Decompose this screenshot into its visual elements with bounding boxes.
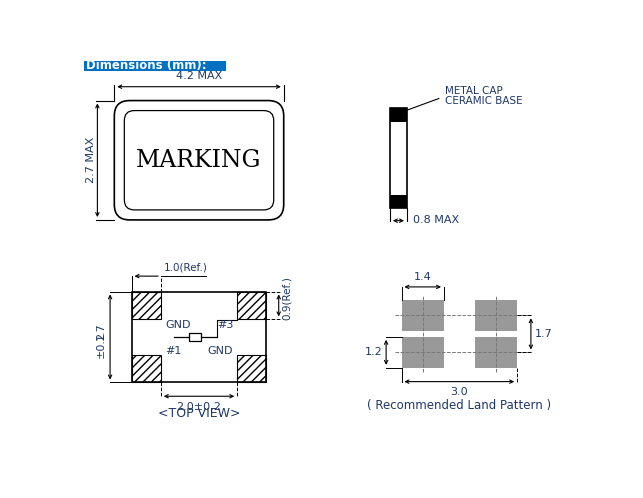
Bar	[132, 291, 266, 382]
Bar	[237, 355, 266, 382]
Bar	[475, 300, 517, 331]
Text: 4.2 MAX: 4.2 MAX	[176, 71, 222, 81]
Bar	[390, 108, 407, 208]
Bar	[390, 108, 407, 122]
Text: 2.0±0.2: 2.0±0.2	[177, 402, 221, 412]
Text: #1: #1	[165, 346, 182, 356]
Text: 1.7: 1.7	[535, 329, 552, 339]
Text: GND: GND	[208, 346, 233, 356]
Text: #3: #3	[217, 320, 233, 330]
Text: <TOP VIEW>: <TOP VIEW>	[158, 407, 240, 420]
Bar	[475, 337, 517, 368]
Bar	[237, 291, 266, 319]
Text: CERAMIC BASE: CERAMIC BASE	[446, 96, 523, 106]
Text: 0.9(Ref.): 0.9(Ref.)	[282, 276, 292, 320]
Bar	[84, 61, 226, 71]
Bar	[132, 291, 161, 319]
Text: GND: GND	[165, 320, 191, 330]
Text: METAL CAP: METAL CAP	[446, 86, 503, 96]
Text: 0.8 MAX: 0.8 MAX	[413, 215, 459, 225]
Bar	[401, 300, 444, 331]
Bar	[132, 355, 161, 382]
Text: 1.2: 1.2	[365, 348, 383, 358]
FancyBboxPatch shape	[114, 101, 284, 220]
Text: ±0.2: ±0.2	[96, 331, 106, 358]
Text: 2.7 MAX: 2.7 MAX	[86, 137, 96, 183]
Bar	[390, 195, 407, 208]
Text: ( Recommended Land Pattern ): ( Recommended Land Pattern )	[367, 398, 551, 411]
Bar	[189, 333, 201, 341]
FancyBboxPatch shape	[124, 111, 274, 210]
Text: MARKING: MARKING	[136, 149, 262, 172]
Text: 3.0: 3.0	[451, 387, 468, 397]
Text: Dimensions (mm):: Dimensions (mm):	[86, 59, 206, 72]
Text: 1.4: 1.4	[414, 271, 431, 281]
Text: 1.0(Ref.): 1.0(Ref.)	[164, 262, 208, 272]
Bar	[401, 337, 444, 368]
Text: 1.7: 1.7	[96, 322, 106, 340]
